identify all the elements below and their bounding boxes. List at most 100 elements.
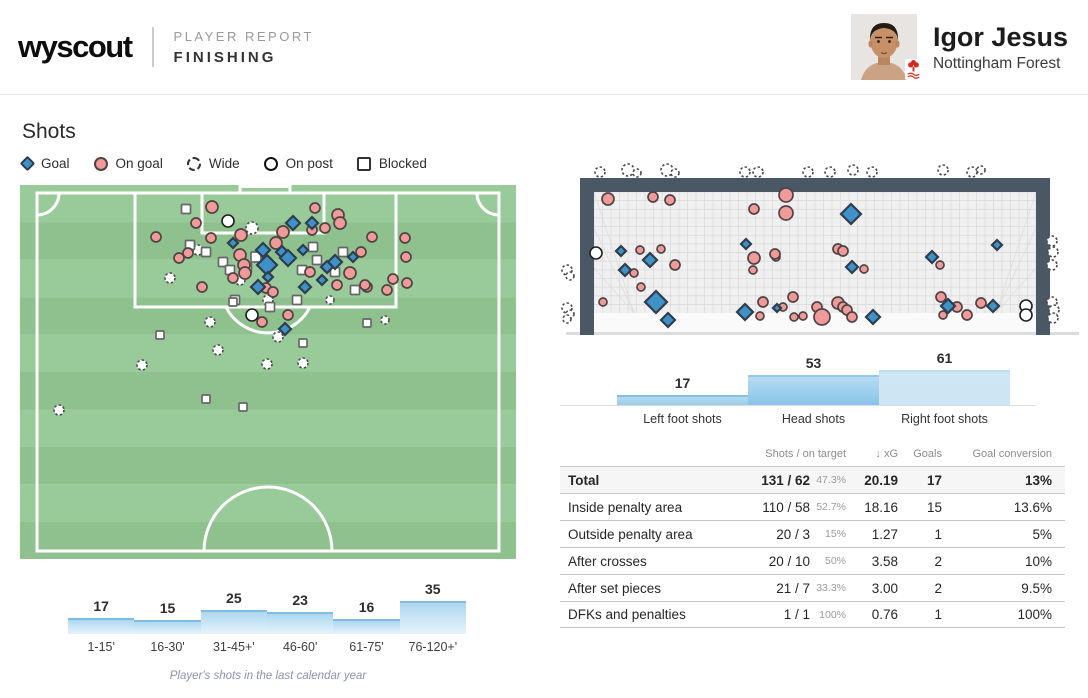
shot-marker-goal: [319, 259, 335, 275]
shot-marker-wide: [594, 166, 606, 178]
labels-row: 1-15' 16-30' 31-45+' 46-60' 61-75' 76-120+': [68, 640, 466, 654]
shot-marker-ongoal: [276, 225, 290, 239]
legend-item-blocked: Blocked: [356, 156, 427, 171]
shot-marker-ongoal: [333, 216, 347, 230]
shot-marker-goal: [643, 289, 669, 315]
cell-pct: 52.7%: [816, 501, 846, 513]
shot-marker-ongoal: [256, 316, 268, 328]
bar-value: 17: [674, 375, 691, 391]
shot-marker-ongoal: [769, 248, 781, 260]
cell-xg: 0.76: [871, 607, 898, 622]
shot-marker-ongoal: [598, 297, 608, 307]
shot-marker-ongoal: [846, 311, 858, 323]
cell-pct: 33.3%: [816, 582, 846, 594]
player-block: Igor Jesus Nottingham Forest: [850, 14, 1068, 80]
legend-label: Goal: [41, 156, 70, 171]
shot-marker-ongoal: [205, 200, 219, 214]
table-row-total: Total 131 / 62 47.3% 20.19 17 13%: [560, 466, 1065, 493]
shot-marker-ongoal: [319, 222, 331, 234]
shot-marker-goal: [735, 302, 755, 322]
shot-marker-goal: [939, 297, 957, 315]
bars-row: 17 15 25 23 16 35: [68, 578, 466, 634]
shot-marker-onpost: [245, 308, 259, 322]
cell-goals: 17: [926, 472, 942, 488]
bar-value: 25: [226, 590, 242, 606]
shot-marker-goal: [924, 249, 940, 265]
shot-marker-ongoal: [387, 273, 399, 285]
shot-marker-goal: [641, 251, 659, 269]
shot-marker-goal: [254, 241, 272, 259]
cell-shots: 21 / 7: [776, 580, 810, 596]
cell-goals: 1: [934, 526, 942, 542]
shot-marker-goal: [839, 202, 863, 226]
shot-marker-ongoal: [859, 264, 869, 274]
sort-down-icon: ↓: [875, 448, 881, 460]
shot-marker-wide: [272, 331, 284, 343]
shot-marker-ongoal: [359, 279, 371, 291]
bar-fill: [200, 610, 267, 634]
shot-marker-ongoal: [778, 205, 794, 221]
shot-marker-ongoal: [182, 247, 194, 259]
shot-marker-onpost: [1019, 308, 1033, 322]
bar-value: 15: [159, 600, 176, 616]
col-header-goal-conversion: Goal conversion: [972, 448, 1053, 460]
cell-pct: 47.3%: [816, 474, 846, 486]
shot-marker-blocked: [180, 203, 192, 215]
shot-marker-ongoal: [282, 309, 294, 321]
shot-marker-blocked: [307, 241, 319, 253]
shot-marker-blocked: [291, 294, 303, 306]
legend-label: On goal: [115, 156, 163, 171]
cell-shots: 110 / 58: [762, 499, 810, 515]
shot-marker-wide: [670, 168, 680, 178]
shot-marker-wide: [325, 295, 335, 305]
player-team: Nottingham Forest: [932, 54, 1061, 72]
goal-marker-icon: [19, 155, 36, 172]
bar-value: 61: [936, 350, 953, 366]
shot-marker-goal: [617, 262, 633, 278]
shot-marker-ongoal: [309, 202, 321, 214]
table-header-row: Shots / on target ↓ xG Goals Goal conver…: [560, 442, 1065, 466]
on-goal-marker-icon: [93, 156, 108, 171]
shot-marker-goal: [771, 302, 783, 314]
shot-marker-wide: [245, 221, 259, 235]
shot-marker-ongoal: [798, 311, 808, 321]
col-header-goals: Goals: [913, 448, 942, 460]
bar-fill: [68, 618, 135, 634]
cell-conv: 5%: [1032, 526, 1052, 542]
shot-marker-goal: [297, 279, 313, 295]
chart-caption: Player's shots in the last calendar year: [169, 670, 367, 682]
bar-fill: [333, 619, 400, 634]
shot-marker-wide: [1047, 312, 1059, 324]
shot-marker-ongoal: [399, 232, 411, 244]
on-post-marker-icon: [263, 156, 278, 171]
shot-marker-goal: [659, 311, 677, 329]
shot-marker-goal: [614, 244, 628, 258]
shot-marker-goal: [864, 308, 882, 326]
shot-marker-goal: [261, 270, 275, 284]
shot-marker-blocked: [337, 246, 349, 258]
bar-value: 53: [805, 355, 822, 371]
table-row-outside-penalty-area: Outside penalty area 20 / 3 15% 1.27 1 5%: [560, 520, 1065, 547]
shot-marker-ongoal: [381, 284, 393, 296]
shot-marker-ongoal: [227, 272, 239, 284]
bar-Head shots: 53: [748, 355, 879, 405]
goal-map-section: 17 53 61 Left foot shots Head shots Right fo…: [560, 158, 1086, 628]
shot-marker-goal: [844, 259, 860, 275]
shot-marker-blocked: [201, 394, 211, 404]
shot-marker-wide: [866, 166, 878, 178]
shot-marker-ongoal: [238, 266, 252, 280]
cell-goals: 2: [934, 580, 942, 596]
player-photo-image: [850, 14, 917, 80]
shot-marker-goal: [277, 321, 293, 337]
shot-marker-goal: [739, 237, 753, 251]
shot-marker-onpost: [589, 246, 603, 260]
cell-conv: 100%: [1017, 607, 1052, 622]
cell-pct: 50%: [824, 555, 846, 567]
report-titles: PLAYER REPORT FINISHING: [174, 29, 314, 66]
cell-xg: 18.16: [864, 499, 898, 515]
cell-goals: 1: [934, 607, 942, 622]
shot-marker-ongoal: [331, 279, 343, 291]
cell-goals: 2: [934, 553, 942, 569]
shot-marker-wide: [164, 272, 176, 284]
shot-marker-wide: [847, 164, 859, 176]
